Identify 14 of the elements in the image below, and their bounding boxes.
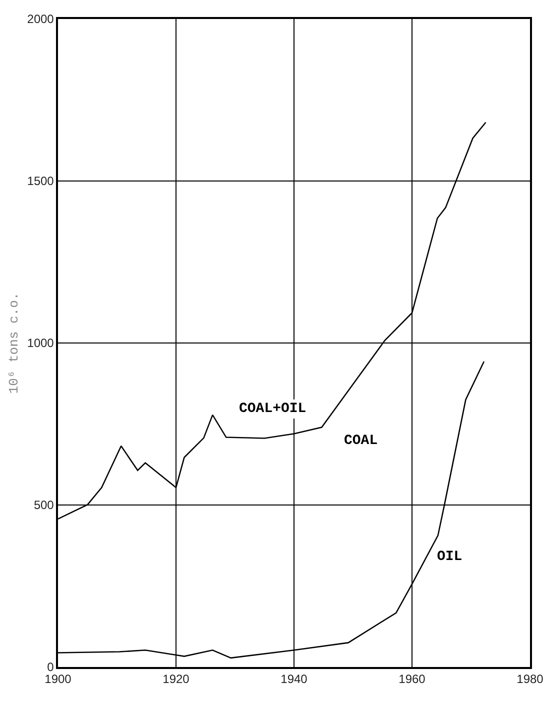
y-tick-label: 1500 <box>27 174 54 188</box>
y-tick-label: 0 <box>47 660 54 674</box>
x-tick-label: 1960 <box>398 672 426 686</box>
x-tick-label: 1940 <box>280 672 308 686</box>
y-tick-label: 1000 <box>27 336 54 350</box>
y-axis-title: 10⁶ tons c.o. <box>6 292 22 394</box>
x-tick-label: 1980 <box>516 672 544 686</box>
x-tick-label: 1900 <box>44 672 72 686</box>
y-tick-label: 500 <box>34 498 54 512</box>
y-tick-label: 2000 <box>27 12 54 26</box>
x-tick-label: 1920 <box>162 672 190 686</box>
series-label: COAL+OIL <box>239 401 306 417</box>
series-label: OIL <box>437 549 462 565</box>
annotation: COAL <box>344 433 378 449</box>
